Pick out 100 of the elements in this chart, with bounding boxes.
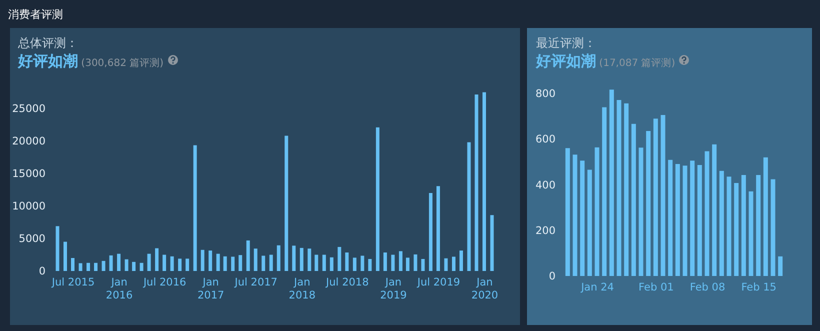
bar bbox=[436, 186, 440, 271]
bar bbox=[338, 246, 342, 271]
bar bbox=[269, 254, 273, 271]
bar bbox=[64, 242, 68, 271]
bar bbox=[132, 262, 136, 271]
bar bbox=[284, 136, 288, 271]
x-tick-label: Jan 24 bbox=[580, 282, 614, 294]
bar bbox=[565, 148, 570, 276]
bar bbox=[391, 254, 395, 271]
bar bbox=[352, 258, 356, 271]
bar bbox=[231, 256, 235, 271]
bar bbox=[474, 94, 478, 271]
bar bbox=[748, 191, 754, 276]
bar bbox=[675, 164, 680, 276]
bar bbox=[200, 250, 204, 271]
bar bbox=[193, 145, 197, 271]
bar bbox=[262, 256, 266, 271]
bar bbox=[572, 154, 578, 276]
chart-title: 总体评测： bbox=[18, 35, 79, 52]
bar bbox=[140, 262, 144, 271]
bar bbox=[238, 255, 242, 271]
bar bbox=[314, 254, 318, 271]
bar bbox=[186, 258, 190, 271]
bar bbox=[322, 254, 326, 271]
bar bbox=[330, 257, 334, 271]
bar bbox=[86, 262, 90, 271]
bar bbox=[594, 147, 600, 276]
bar bbox=[223, 256, 227, 271]
y-tick-label: 20000 bbox=[12, 136, 46, 148]
y-tick-label: 0 bbox=[548, 270, 556, 282]
bar bbox=[71, 258, 75, 271]
bar bbox=[345, 252, 349, 271]
x-tick-label: Jul 2016 bbox=[142, 276, 186, 288]
bar bbox=[712, 144, 717, 276]
bar bbox=[741, 174, 746, 276]
bar bbox=[276, 245, 280, 271]
bar bbox=[383, 252, 387, 271]
bar bbox=[624, 103, 629, 276]
y-tick-label: 800 bbox=[535, 88, 556, 100]
bar bbox=[109, 255, 113, 271]
bar bbox=[246, 240, 250, 271]
bar bbox=[376, 127, 380, 271]
bar bbox=[638, 148, 644, 276]
x-tick-label: Jul 2019 bbox=[416, 276, 460, 288]
bar bbox=[216, 254, 220, 271]
x-tick-label: Jan 2017 bbox=[197, 276, 224, 302]
bar bbox=[763, 157, 768, 276]
bar bbox=[770, 179, 776, 276]
bar bbox=[300, 248, 304, 271]
x-tick-label: Feb 01 bbox=[638, 282, 674, 294]
x-tick-label: Feb 08 bbox=[690, 282, 726, 294]
bar bbox=[117, 254, 121, 271]
bar bbox=[490, 215, 494, 271]
x-tick-label: Jan 2019 bbox=[380, 276, 407, 302]
bar bbox=[208, 250, 212, 271]
bar bbox=[308, 248, 312, 271]
bar bbox=[646, 130, 651, 276]
bar bbox=[609, 90, 614, 276]
bar bbox=[704, 151, 710, 276]
text: 消费者评测 bbox=[8, 7, 63, 22]
bar bbox=[653, 118, 658, 276]
bar bbox=[482, 92, 486, 271]
bar bbox=[102, 260, 106, 271]
bar bbox=[756, 174, 761, 276]
bar bbox=[78, 263, 82, 271]
x-tick-label: Jan 2020 bbox=[471, 276, 498, 302]
bar bbox=[155, 248, 159, 271]
y-tick-label: 600 bbox=[535, 134, 556, 146]
bar bbox=[124, 259, 128, 271]
x-tick-label: Jul 2015 bbox=[50, 276, 95, 288]
bar bbox=[292, 246, 296, 271]
bar bbox=[467, 142, 471, 271]
bar bbox=[631, 124, 636, 276]
bar bbox=[444, 258, 448, 271]
text: (300,682 篇评测) bbox=[80, 58, 164, 69]
bar bbox=[660, 115, 666, 276]
bar bbox=[406, 258, 410, 271]
bar bbox=[587, 170, 592, 276]
bar bbox=[428, 193, 432, 271]
bar bbox=[360, 256, 364, 271]
bar bbox=[414, 254, 418, 271]
bar bbox=[697, 164, 702, 276]
y-tick-label: 0 bbox=[38, 266, 46, 278]
bar bbox=[602, 107, 607, 276]
y-tick-label: 15000 bbox=[12, 168, 46, 180]
chart-subtitle: 好评如潮 bbox=[536, 52, 596, 70]
x-tick-label: Jul 2017 bbox=[234, 276, 278, 288]
bar bbox=[459, 250, 463, 271]
y-tick-label: 400 bbox=[535, 179, 556, 192]
x-tick-label: Jul 2018 bbox=[325, 276, 369, 288]
y-tick-label: 25000 bbox=[12, 103, 46, 115]
text: (17,087 篇评测) bbox=[598, 58, 676, 69]
y-tick-label: 200 bbox=[535, 224, 556, 237]
bar bbox=[178, 258, 182, 271]
chart-title: 最近评测： bbox=[536, 35, 597, 52]
bar bbox=[94, 262, 98, 271]
bar bbox=[147, 254, 151, 271]
bar bbox=[368, 258, 372, 271]
bar bbox=[254, 248, 258, 271]
bar bbox=[690, 160, 695, 276]
